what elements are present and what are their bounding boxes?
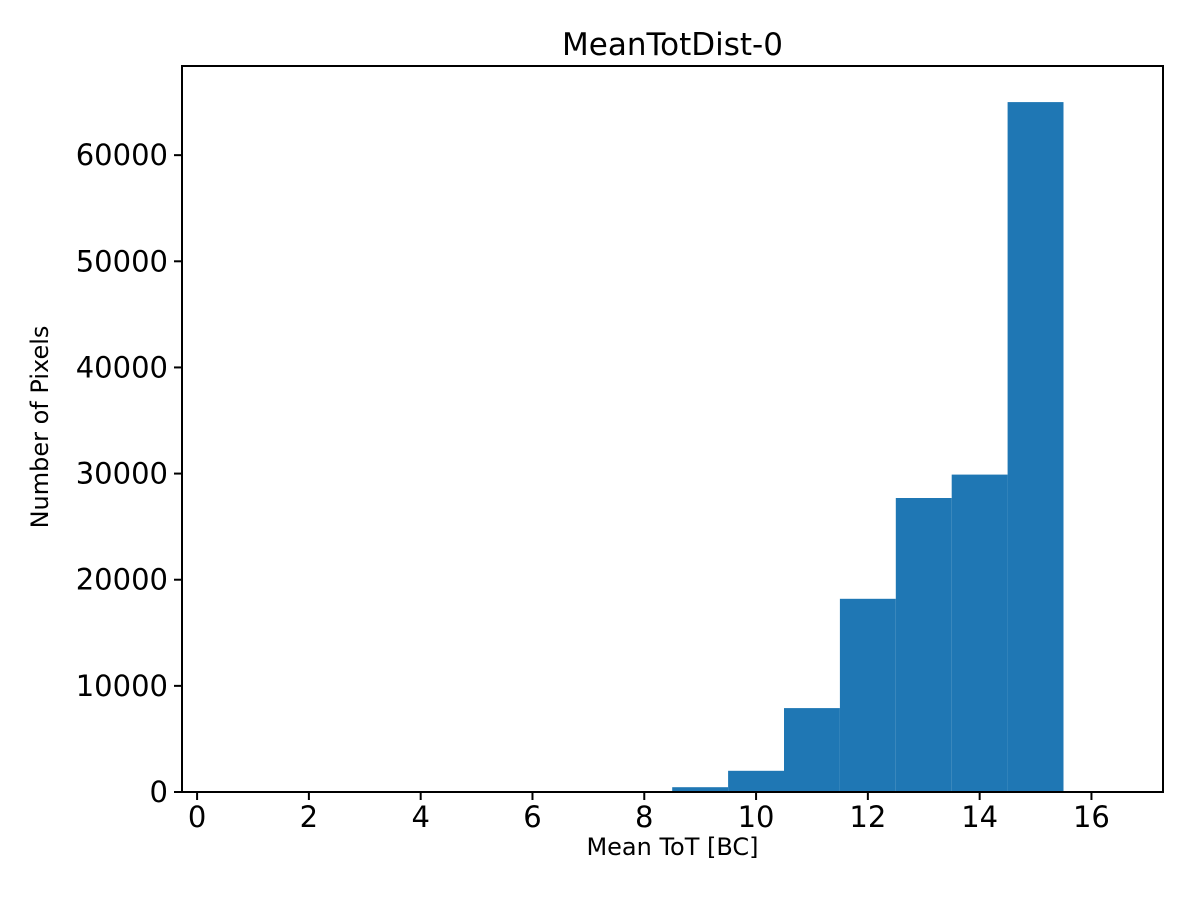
chart-title: MeanTotDist-0 (562, 27, 783, 63)
y-tick-label: 30000 (76, 457, 168, 491)
y-tick-label: 10000 (76, 669, 168, 703)
x-axis-label: Mean ToT [BC] (586, 833, 759, 861)
x-tick-label: 8 (635, 800, 653, 834)
x-tick-label: 0 (188, 800, 206, 834)
x-tick-label: 6 (523, 800, 541, 834)
y-tick-label: 50000 (76, 244, 168, 278)
x-tick-label: 4 (411, 800, 429, 834)
x-tick-label: 2 (300, 800, 318, 834)
y-tick-label: 0 (150, 775, 168, 809)
histogram-bar (839, 598, 896, 792)
histogram-bar (672, 787, 729, 792)
histogram-bar (728, 770, 784, 792)
histogram-bar (895, 498, 952, 792)
y-axis-label: Number of Pixels (26, 325, 54, 529)
x-tick-label: 14 (961, 800, 998, 834)
y-tick-label: 20000 (76, 563, 168, 597)
y-tick-label: 60000 (76, 138, 168, 172)
histogram-bar (1007, 102, 1064, 793)
x-tick-label: 10 (738, 800, 775, 834)
histogram-bar (784, 708, 840, 792)
axes-frame (181, 65, 1164, 793)
x-tick-label: 12 (849, 800, 886, 834)
histogram-bar (951, 474, 1008, 792)
x-tick-label: 16 (1073, 800, 1110, 834)
y-tick-label: 40000 (76, 350, 168, 384)
